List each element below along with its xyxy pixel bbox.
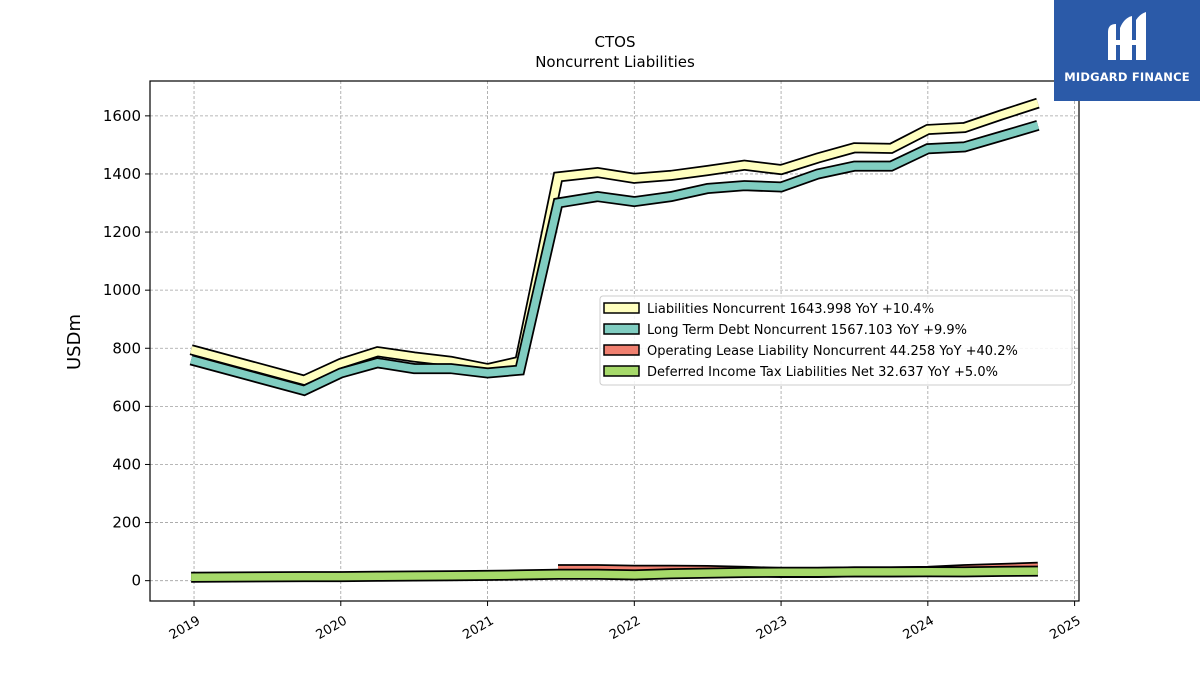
brand-logo: MIDGARD FINANCE [1054, 0, 1200, 101]
legend-swatch [603, 323, 640, 335]
y-tick-label: 800 [112, 339, 141, 357]
brand-name: MIDGARD FINANCE [1064, 70, 1190, 84]
y-tick-label: 400 [112, 455, 141, 473]
legend-entry: Liabilities Noncurrent 1643.998 YoY +10.… [647, 302, 934, 317]
legend-swatch [603, 344, 640, 356]
x-tick-label: 2025 [1047, 613, 1083, 643]
x-tick-label: 2022 [607, 613, 643, 643]
legend-swatch [603, 302, 640, 314]
y-tick-label: 0 [131, 572, 141, 590]
legend-entry: Long Term Debt Noncurrent 1567.103 YoY +… [647, 323, 967, 338]
y-axis-ticks: 0 200 400 600 800 1000 1200 1400 1600 [103, 107, 150, 590]
x-tick-label: 2023 [754, 613, 790, 643]
series-line [190, 99, 1040, 385]
legend-entry: Operating Lease Liability Noncurrent 44.… [647, 344, 1018, 359]
chart-title: CTOS [595, 33, 636, 51]
y-axis-label: USDm [64, 314, 85, 370]
x-tick-label: 2020 [314, 613, 350, 643]
y-tick-label: 1200 [103, 223, 141, 241]
y-tick-label: 1400 [103, 165, 141, 183]
x-tick-label: 2024 [901, 613, 937, 643]
x-tick-label: 2021 [460, 613, 496, 643]
plot-frame [149, 80, 1080, 602]
y-tick-label: 200 [112, 514, 141, 532]
y-tick-label: 1600 [103, 107, 141, 125]
x-axis-ticks: 2019 2020 2021 2022 2023 2024 2025 [167, 601, 1084, 643]
chart-subtitle: Noncurrent Liabilities [535, 53, 695, 71]
legend-swatch [603, 365, 640, 377]
legend-entry: Deferred Income Tax Liabilities Net 32.6… [647, 365, 998, 380]
legend-box [599, 295, 1073, 386]
x-tick-label: 2019 [167, 613, 203, 643]
legend: Liabilities Noncurrent 1643.998 YoY +10.… [599, 295, 1073, 386]
midgard-logo-icon [1108, 12, 1146, 60]
series-layer [189, 97, 1040, 583]
series-line [190, 121, 1039, 395]
y-tick-label: 1000 [103, 281, 141, 299]
series-line [191, 567, 1038, 581]
y-tick-label: 600 [112, 397, 141, 415]
